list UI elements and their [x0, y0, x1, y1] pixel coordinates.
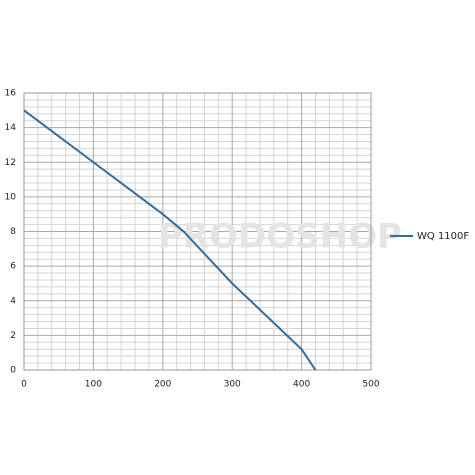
y-tick-label: 12 [5, 158, 16, 168]
x-tick-label: 400 [293, 380, 310, 390]
x-tick-label: 300 [224, 380, 241, 390]
y-tick-label: 8 [10, 227, 16, 237]
y-tick-label: 6 [10, 262, 16, 272]
y-tick-label: 0 [10, 366, 16, 376]
x-tick-label: 200 [154, 380, 171, 390]
y-tick-label: 4 [10, 296, 16, 306]
plot-border [23, 92, 372, 371]
x-tick-label: 0 [21, 380, 27, 390]
y-tick-label: 14 [5, 123, 17, 133]
y-tick-label: 16 [5, 89, 17, 99]
legend-label: WQ 1100F [417, 231, 469, 242]
y-tick-label: 10 [5, 192, 17, 202]
y-tick-label: 2 [10, 331, 16, 341]
series-line [23, 109, 317, 371]
x-tick-label: 500 [362, 380, 379, 390]
x-tick-label: 100 [85, 380, 102, 390]
watermark: PRODOSHOP [158, 217, 402, 257]
